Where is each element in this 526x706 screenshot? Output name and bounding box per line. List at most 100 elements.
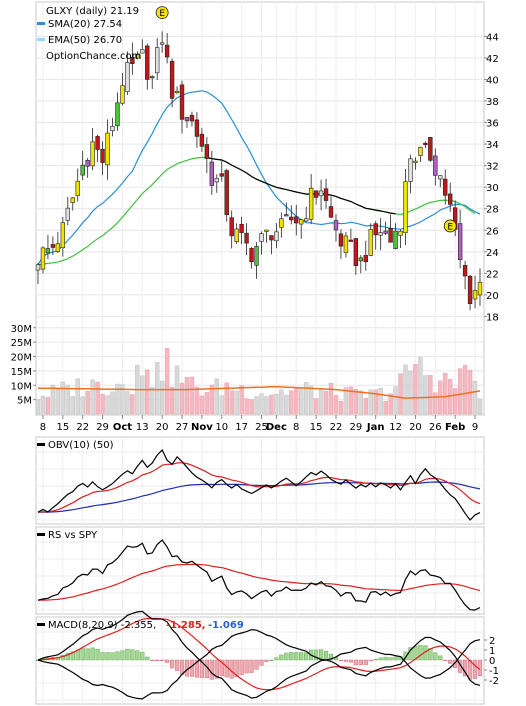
candle (348, 228, 354, 242)
candle-body (254, 246, 259, 266)
volume-bar (35, 399, 41, 415)
macd-hist-bar (75, 649, 80, 661)
macd-hist-bar (145, 656, 150, 661)
macd-tick-label: -2 (489, 676, 499, 687)
volume-bar (204, 391, 210, 415)
candle-body (472, 290, 478, 300)
macd-hist-bar (284, 652, 289, 661)
candle-body (224, 170, 229, 215)
volume-bar (393, 386, 398, 415)
macd-hist-bar (269, 659, 274, 661)
candle (204, 136, 210, 174)
volume-bar (333, 395, 339, 415)
date-tick-label: 29 (96, 422, 109, 433)
candle (274, 223, 279, 249)
macd-label: MACD(8,20,9) -2.355, (48, 620, 156, 631)
candle-body (229, 217, 234, 237)
candle-body (244, 232, 249, 244)
macd-hist-bar (125, 648, 130, 661)
macd-hist-bar (279, 654, 284, 661)
volume-bar (284, 394, 289, 415)
candle (95, 134, 100, 162)
date-tick-label: 9 (472, 422, 478, 433)
macd-hist-bar (363, 659, 368, 665)
candle (294, 204, 299, 236)
macd-hist-bar (353, 659, 358, 665)
candle-body (120, 85, 125, 104)
volume-bar (378, 387, 383, 415)
candle-body (135, 54, 140, 59)
date-tick-label: 27 (176, 422, 189, 433)
candle (110, 117, 115, 137)
candle-body (368, 229, 373, 256)
rs-legend-swatch (37, 533, 45, 536)
macd-hist-bar (85, 648, 90, 661)
candle-body (174, 90, 180, 94)
candle-body (105, 132, 110, 166)
obv-label: OBV(10) (50) (48, 440, 114, 451)
price-grid (36, 35, 484, 317)
candle-body (433, 155, 438, 176)
candle-body (169, 60, 175, 99)
candle-body (65, 207, 70, 221)
candle (477, 268, 483, 306)
candle-body (443, 178, 448, 196)
price-tick-label: 28 (486, 205, 499, 216)
date-tick-label: Jan (366, 422, 385, 433)
macd-hist-bar (448, 659, 453, 664)
volume-bar (403, 364, 408, 415)
candle (373, 221, 378, 250)
candle (299, 218, 304, 239)
price-tick-label: 40 (486, 75, 499, 86)
candle (194, 112, 200, 148)
price-tick-label: 20 (486, 291, 499, 302)
candle-body (249, 248, 254, 263)
obv-line (37, 448, 481, 521)
macd-hist-bar (239, 659, 244, 675)
obv-grid (36, 437, 484, 524)
candle-body (269, 235, 274, 241)
watermark: OptionChance.com (46, 51, 141, 62)
candle (318, 179, 324, 211)
candle-body (462, 265, 468, 277)
candle-body (239, 223, 244, 233)
candle-body (50, 244, 56, 248)
candle (418, 146, 423, 162)
date-tick-label: 13 (136, 422, 149, 433)
candle (70, 196, 75, 211)
date-tick-label: Nov (191, 422, 213, 433)
macd-hist-bar (199, 659, 204, 678)
macd-hist-bar (194, 659, 200, 678)
volume-bar (383, 401, 388, 415)
price-tick-label: 26 (486, 226, 499, 237)
candle (65, 196, 70, 226)
candle-body (457, 223, 463, 260)
candle (264, 229, 269, 243)
candle (343, 231, 349, 258)
candle (35, 262, 41, 284)
candle (224, 169, 229, 222)
volume-bar (40, 395, 46, 415)
macd-signal-value: -1.285, (166, 620, 206, 631)
candle (105, 119, 110, 180)
volume-bar (259, 393, 264, 415)
macd-hist-bar (244, 659, 249, 674)
candle-body (75, 180, 80, 196)
macd-hist-bar (458, 659, 463, 673)
macd-signal-line (37, 617, 481, 691)
macd-hist-value: -1.069 (208, 620, 244, 631)
volume-bar (328, 382, 334, 415)
volume-bar (353, 388, 359, 415)
volume-bar (408, 370, 413, 415)
volume-tick-label: 5M (17, 396, 32, 407)
macd-hist-bar (135, 650, 140, 661)
candle (130, 42, 135, 75)
macd-hist-bar (160, 659, 165, 662)
candle-body (194, 119, 200, 137)
date-tick-label: 22 (76, 422, 89, 433)
volume-bar (184, 377, 190, 415)
macd-hist-bar (105, 652, 110, 661)
volume-bar (368, 389, 373, 415)
volume-bar (145, 369, 150, 415)
